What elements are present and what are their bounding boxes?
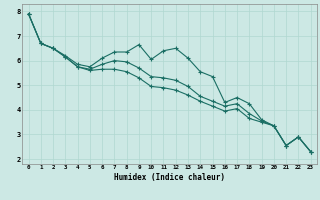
X-axis label: Humidex (Indice chaleur): Humidex (Indice chaleur) [114, 173, 225, 182]
